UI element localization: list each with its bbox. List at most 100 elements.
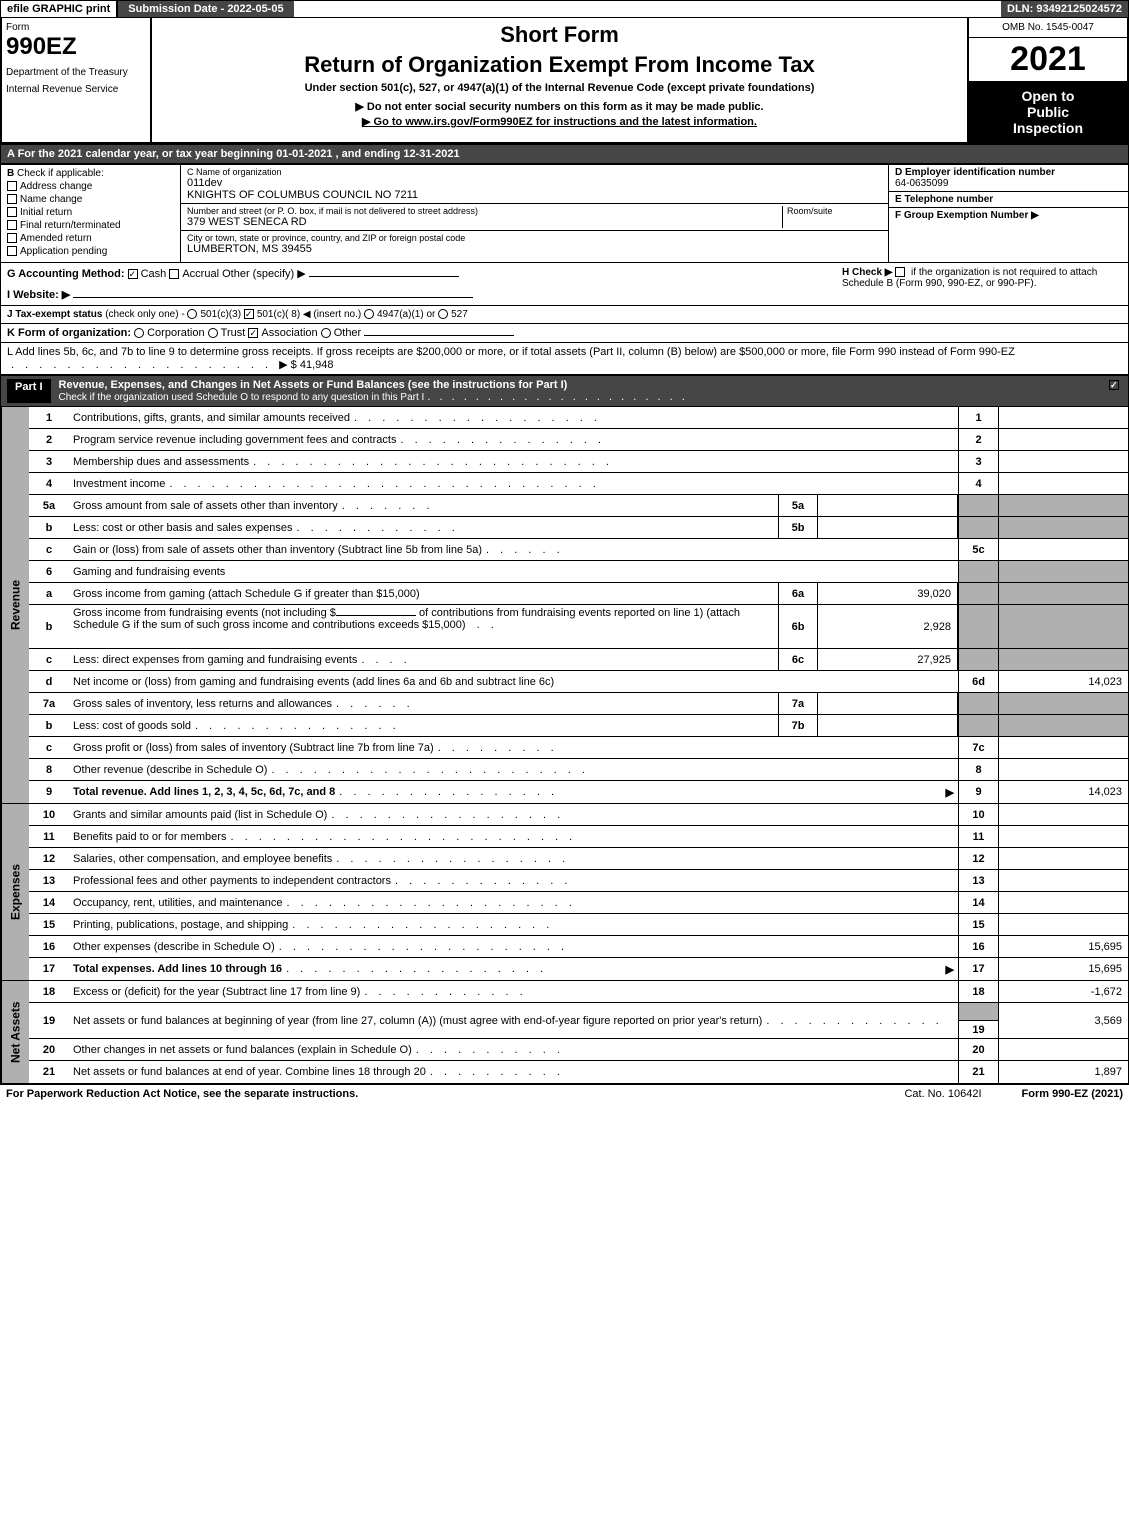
website-input[interactable]	[73, 297, 473, 298]
radio-corp[interactable]	[134, 328, 144, 338]
check-final-return[interactable]: Final return/terminated	[7, 220, 174, 231]
line-2-desc: Program service revenue including govern…	[73, 434, 396, 446]
j-row: J Tax-exempt status (check only one) - 5…	[0, 306, 1129, 324]
line-13-desc: Professional fees and other payments to …	[73, 875, 391, 887]
f-label: F Group Exemption Number ▶	[895, 210, 1122, 221]
line-19-desc: Net assets or fund balances at beginning…	[73, 1015, 762, 1027]
irs-link[interactable]: ▶ Go to www.irs.gov/Form990EZ for instru…	[362, 116, 757, 128]
line-7a-desc: Gross sales of inventory, less returns a…	[73, 698, 332, 710]
line-17-desc: Total expenses. Add lines 10 through 16	[73, 963, 282, 975]
line-11-val	[998, 826, 1128, 847]
corp-label: Corporation	[147, 327, 204, 339]
footer-right: Form 990-EZ (2021)	[1022, 1088, 1123, 1100]
check-application-pending[interactable]: Application pending	[7, 246, 174, 257]
open-to-public: Open to Public Inspection	[969, 82, 1127, 142]
line-3-desc: Membership dues and assessments	[73, 456, 249, 468]
line-4-val	[998, 473, 1128, 494]
line-5b-desc: Less: cost or other basis and sales expe…	[73, 522, 293, 534]
footer-left: For Paperwork Reduction Act Notice, see …	[6, 1088, 864, 1100]
f-group-exemption: F Group Exemption Number ▶	[889, 208, 1128, 223]
line-15-desc: Printing, publications, postage, and shi…	[73, 919, 288, 931]
city-value: LUMBERTON, MS 39455	[187, 243, 882, 255]
other-input[interactable]	[309, 276, 459, 277]
h-schedule-b: H Check ▶ if the organization is not req…	[842, 267, 1122, 301]
line-8-desc: Other revenue (describe in Schedule O)	[73, 764, 267, 776]
line-3-val	[998, 451, 1128, 472]
radio-other-org[interactable]	[321, 328, 331, 338]
line-18-val: -1,672	[998, 981, 1128, 1002]
revenue-tab: Revenue	[1, 407, 29, 803]
line-17-val: 15,695	[998, 958, 1128, 980]
line-5c-val	[998, 539, 1128, 560]
accrual-label: Accrual	[182, 268, 219, 280]
line-6b-input[interactable]	[336, 615, 416, 616]
k-label: K Form of organization:	[7, 327, 131, 339]
line-9-val: 14,023	[998, 781, 1128, 803]
l-row: L Add lines 5b, 6c, and 7b to line 9 to …	[0, 343, 1129, 375]
check-501c[interactable]	[244, 309, 254, 319]
line-10-desc: Grants and similar amounts paid (list in…	[73, 809, 327, 821]
efile-print-button[interactable]: efile GRAPHIC print	[1, 1, 118, 17]
b-label: B	[7, 168, 14, 179]
l-dots: . . . . . . . . . . . . . . . . . . .	[11, 359, 272, 371]
part-1-label: Part I	[7, 379, 51, 403]
open-line-3: Inspection	[975, 120, 1121, 136]
line-7b-val	[818, 715, 958, 736]
check-address-change[interactable]: Address change	[7, 181, 174, 192]
other-label: Other (specify) ▶	[222, 268, 306, 280]
column-b: B Check if applicable: Address change Na…	[1, 165, 181, 262]
column-c: C Name of organization 011devKNIGHTS OF …	[181, 165, 888, 262]
line-6-desc: Gaming and fundraising events	[73, 566, 225, 578]
street-label: Number and street (or P. O. box, if mail…	[187, 206, 782, 216]
line-1-val	[998, 407, 1128, 428]
other-org-input[interactable]	[364, 335, 514, 336]
line-16-val: 15,695	[998, 936, 1128, 957]
check-amended-return[interactable]: Amended return	[7, 233, 174, 244]
check-accrual[interactable]	[169, 269, 179, 279]
check-cash[interactable]	[128, 269, 138, 279]
i-label: I Website: ▶	[7, 289, 70, 301]
radio-501c3[interactable]	[187, 309, 197, 319]
line-20-desc: Other changes in net assets or fund bala…	[73, 1044, 412, 1056]
radio-4947[interactable]	[364, 309, 374, 319]
line-6a-val: 39,020	[818, 583, 958, 604]
form-word: Form	[6, 22, 146, 33]
city-label: City or town, state or province, country…	[187, 233, 882, 243]
501c-label: 501(c)( 8) ◀ (insert no.)	[257, 309, 361, 320]
g-label: G Accounting Method:	[7, 268, 125, 280]
check-name-change[interactable]: Name change	[7, 194, 174, 205]
check-schedule-o[interactable]	[1109, 380, 1119, 390]
j-label: J Tax-exempt status	[7, 309, 102, 320]
check-schedule-b[interactable]	[895, 267, 905, 277]
check-assoc[interactable]	[248, 328, 258, 338]
line-5a-val	[818, 495, 958, 516]
line-19-val: 3,569	[998, 1003, 1128, 1038]
527-label: 527	[451, 309, 468, 320]
line-6c-desc: Less: direct expenses from gaming and fu…	[73, 654, 357, 666]
line-6c-val: 27,925	[818, 649, 958, 670]
line-4-desc: Investment income	[73, 478, 165, 490]
line-6b-desc-1: Gross income from fundraising events (no…	[73, 607, 336, 619]
line-20-val	[998, 1039, 1128, 1060]
section-b-through-f: B Check if applicable: Address change Na…	[0, 164, 1129, 263]
header-left: Form 990EZ Department of the Treasury In…	[2, 18, 152, 142]
line-6a-desc: Gross income from gaming (attach Schedul…	[73, 588, 420, 600]
check-initial-return[interactable]: Initial return	[7, 207, 174, 218]
line-7a-val	[818, 693, 958, 714]
line-6b-val: 2,928	[818, 605, 958, 648]
part-1-header: Part I Revenue, Expenses, and Changes in…	[0, 375, 1129, 407]
radio-trust[interactable]	[208, 328, 218, 338]
line-16-desc: Other expenses (describe in Schedule O)	[73, 941, 275, 953]
e-label: E Telephone number	[895, 194, 1122, 205]
omb-number: OMB No. 1545-0047	[969, 18, 1127, 38]
4947-label: 4947(a)(1) or	[377, 309, 435, 320]
line-21-val: 1,897	[998, 1061, 1128, 1083]
dept-treasury: Department of the Treasury	[6, 67, 146, 78]
radio-527[interactable]	[438, 309, 448, 319]
org-name: KNIGHTS OF COLUMBUS COUNCIL NO 7211	[187, 189, 882, 201]
d-label: D Employer identification number	[895, 167, 1122, 178]
goto-link[interactable]: ▶ Go to www.irs.gov/Form990EZ for instru…	[160, 115, 959, 128]
cash-label: Cash	[141, 268, 167, 280]
form-header: Form 990EZ Department of the Treasury In…	[0, 18, 1129, 144]
line-10-val	[998, 804, 1128, 825]
